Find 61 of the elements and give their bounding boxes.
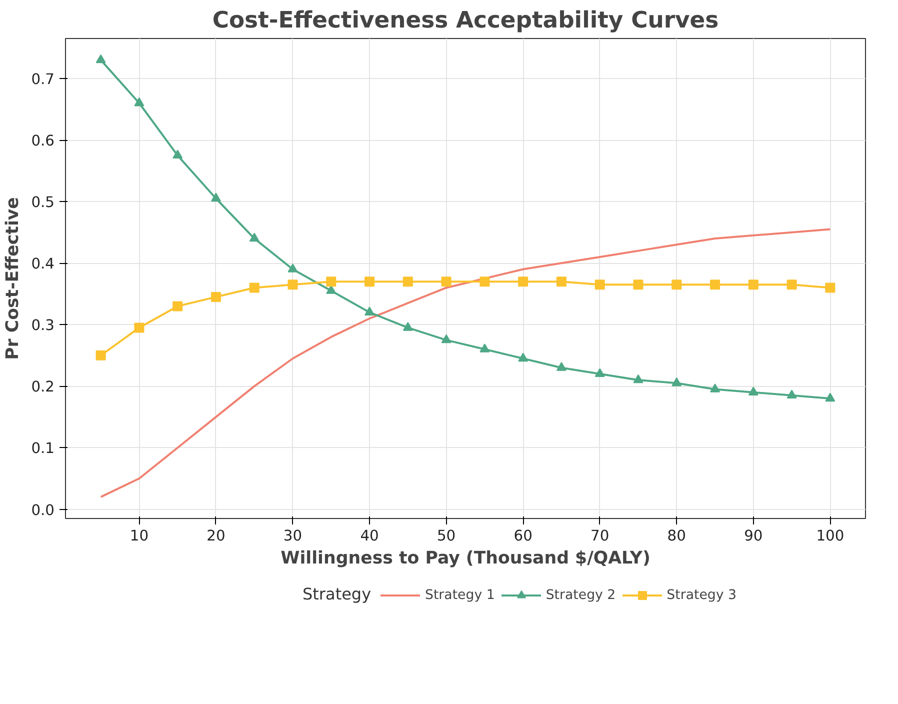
y-tick-label: 0.7 [31,71,55,88]
point [288,264,298,272]
point [556,276,566,287]
point [364,276,375,287]
x-tick-label: 20 [206,528,226,544]
point [672,377,682,386]
x-tick-label: 10 [130,528,149,544]
legend-label: Strategy 2 [546,588,616,602]
y-tick-label: 0.3 [31,317,55,334]
x-tick-label: 100 [816,528,844,544]
y-tick-label: 0.0 [31,502,55,519]
point [441,334,452,344]
y-tick-label: 0.4 [31,256,55,273]
point [633,374,644,384]
point [710,384,720,392]
point [402,276,413,287]
y-tick-label: 0.6 [31,132,55,150]
point [672,280,682,290]
point [518,276,528,287]
x-tick-label: 30 [283,528,302,544]
point [748,280,758,290]
point [633,280,644,290]
point [594,280,605,290]
y-tick-label: 0.1 [31,440,55,458]
point [402,322,413,331]
point [594,368,605,377]
point [518,352,528,362]
x-tick-label: 60 [514,528,532,544]
point [172,301,183,312]
legend-label: Strategy 3 [666,588,736,602]
point [364,306,375,316]
x-tick-label: 40 [360,528,379,544]
point [288,280,298,290]
line-series [100,228,832,498]
point [96,350,106,360]
point [134,322,144,333]
point [786,390,797,399]
y-tick-label: 0.2 [31,378,55,396]
y-tick-label: 0.5 [31,194,55,212]
point [249,282,260,293]
point [825,392,836,402]
legend-label: Strategy 1 [425,588,495,602]
point [326,276,336,287]
point [748,386,758,396]
legend-title: Strategy [302,584,372,604]
x-tick-label: 70 [590,528,610,544]
x-tick-label: 80 [667,528,686,544]
point [710,280,720,290]
point [480,344,490,352]
y-axis-title: Pr Cost-Effective [3,197,24,360]
x-tick-label: 50 [436,528,456,544]
point [825,282,836,293]
x-tick-label: 90 [744,528,763,544]
point [480,276,490,287]
point [326,285,336,294]
point [441,276,452,287]
chart-title: Cost-Effectiveness Acceptability Curves [212,8,719,34]
point [786,280,797,290]
point [210,292,221,302]
x-axis-title: Willingness to Pay (Thousand $/QALY) [280,548,650,568]
point [556,362,566,371]
